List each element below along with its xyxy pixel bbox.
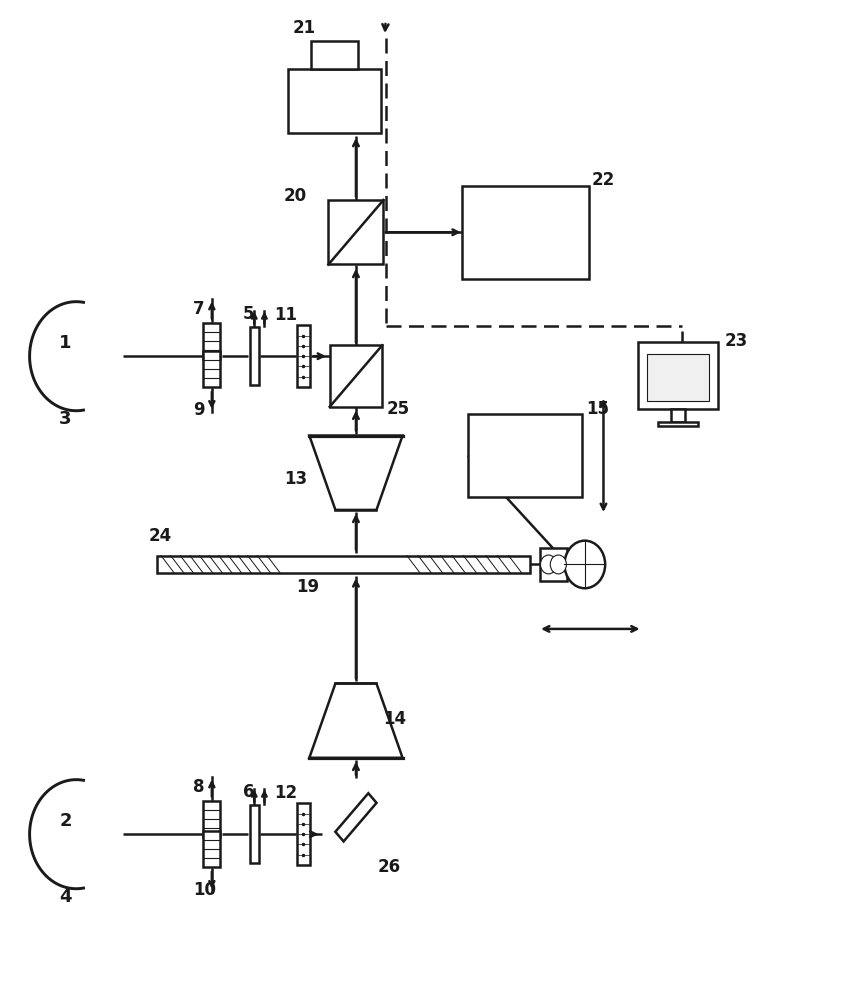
- Text: 14: 14: [383, 710, 407, 728]
- Text: 23: 23: [725, 332, 748, 350]
- Bar: [297, 325, 310, 387]
- Text: 19: 19: [297, 578, 320, 596]
- Bar: [204, 831, 220, 867]
- Bar: [329, 200, 383, 264]
- Circle shape: [550, 555, 567, 574]
- Text: 20: 20: [284, 187, 307, 205]
- Bar: [462, 186, 589, 279]
- Bar: [646, 354, 710, 401]
- Text: 5: 5: [243, 305, 255, 323]
- Bar: [250, 327, 259, 385]
- Bar: [297, 803, 310, 865]
- Text: 1: 1: [59, 334, 72, 352]
- Text: 8: 8: [193, 778, 205, 796]
- Text: 26: 26: [377, 858, 401, 876]
- Bar: [540, 548, 567, 581]
- Bar: [638, 342, 718, 409]
- Text: 25: 25: [386, 400, 409, 418]
- Polygon shape: [336, 793, 377, 841]
- Text: 21: 21: [293, 19, 316, 37]
- Bar: [671, 409, 686, 422]
- Text: 24: 24: [148, 527, 171, 545]
- Bar: [250, 805, 259, 863]
- Text: 10: 10: [193, 881, 217, 899]
- Text: 12: 12: [274, 784, 297, 802]
- Bar: [330, 345, 383, 407]
- Bar: [204, 351, 220, 387]
- Circle shape: [564, 541, 605, 588]
- Text: 13: 13: [284, 470, 307, 488]
- Text: 3: 3: [59, 410, 72, 428]
- Bar: [658, 422, 698, 426]
- Bar: [204, 323, 220, 359]
- Bar: [468, 414, 582, 497]
- Polygon shape: [309, 683, 402, 758]
- Bar: [204, 801, 220, 837]
- Text: 15: 15: [586, 400, 609, 418]
- Bar: [288, 69, 382, 133]
- Polygon shape: [309, 436, 402, 510]
- Text: 2: 2: [59, 812, 72, 830]
- Text: 11: 11: [274, 306, 297, 324]
- Text: 4: 4: [59, 888, 72, 906]
- Bar: [312, 41, 358, 69]
- Bar: [157, 556, 530, 573]
- Circle shape: [540, 555, 556, 574]
- Text: 7: 7: [193, 300, 205, 318]
- Text: 9: 9: [193, 401, 205, 419]
- Text: 22: 22: [591, 171, 615, 189]
- Text: 6: 6: [243, 783, 255, 801]
